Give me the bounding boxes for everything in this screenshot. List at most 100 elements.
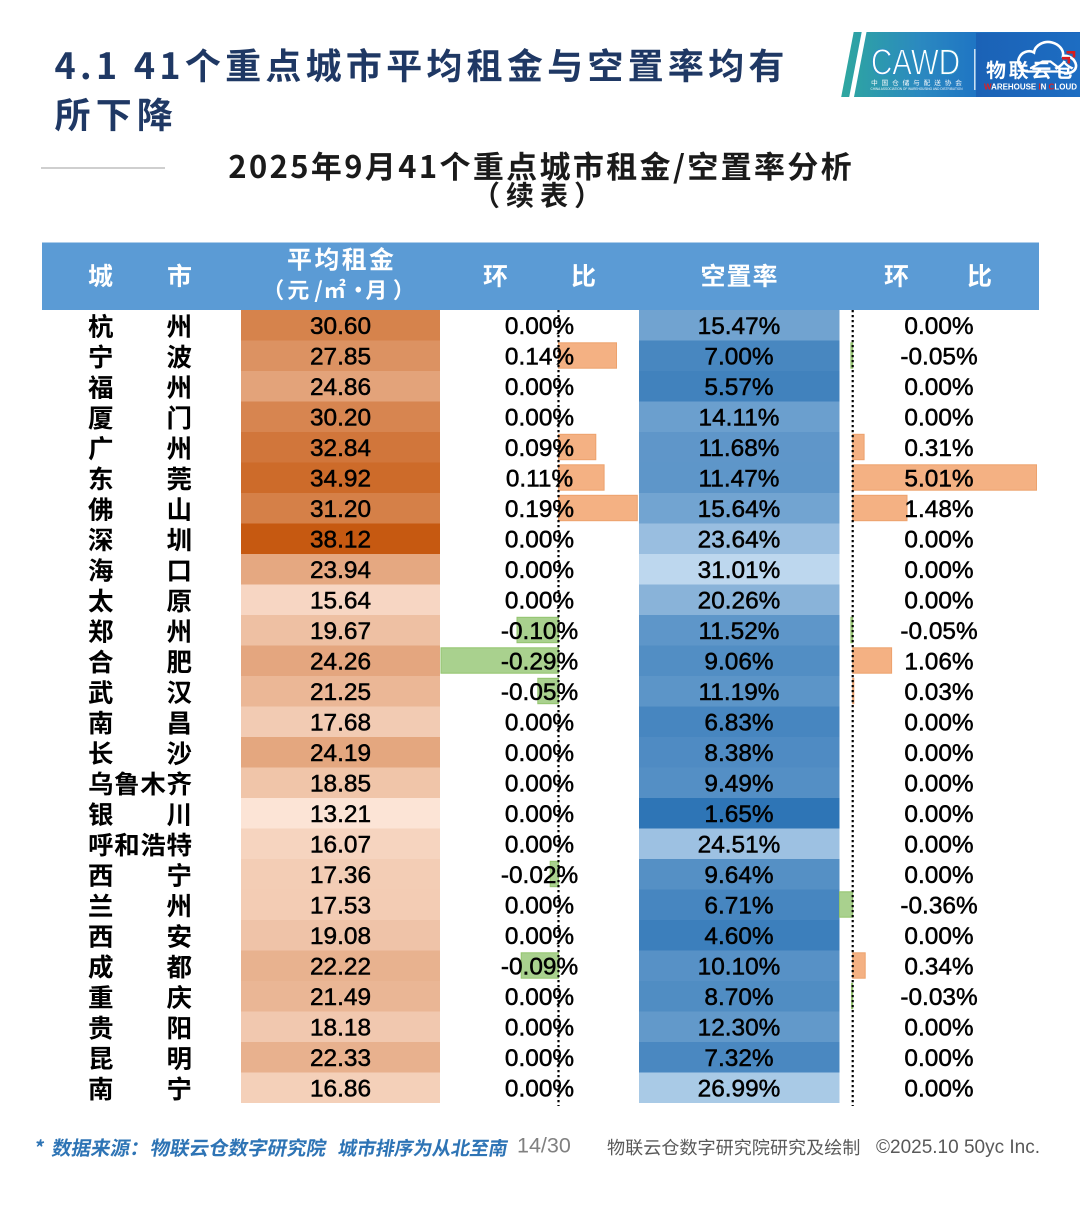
svg-text:0.14%: 0.14% [505,343,574,370]
svg-text:5.57%: 5.57% [704,374,773,401]
svg-text:-0.05%: -0.05% [501,679,578,706]
svg-text:0.03%: 0.03% [904,679,973,706]
svg-text:0.00%: 0.00% [904,1014,973,1041]
svg-text:32.84: 32.84 [310,435,371,462]
svg-text:-0.09%: -0.09% [501,953,578,980]
svg-text:1.48%: 1.48% [904,496,973,523]
svg-text:0.00%: 0.00% [505,984,574,1011]
svg-text:14.11%: 14.11% [699,404,780,431]
svg-text:0.11%: 0.11% [506,465,573,492]
svg-text:13.21: 13.21 [310,801,371,828]
svg-text:0.00%: 0.00% [505,557,574,584]
svg-text:19.08: 19.08 [310,923,371,950]
svg-text:18.85: 18.85 [310,770,371,797]
svg-text:0.00%: 0.00% [505,1075,574,1102]
svg-text:0.00%: 0.00% [904,374,973,401]
svg-text:0.00%: 0.00% [904,1075,973,1102]
svg-text:22.33: 22.33 [310,1045,371,1072]
svg-text:17.53: 17.53 [310,892,371,919]
svg-text:0.00%: 0.00% [904,862,973,889]
svg-text:0.00%: 0.00% [505,923,574,950]
svg-text:0.34%: 0.34% [904,953,973,980]
svg-text:0.00%: 0.00% [904,740,973,767]
svg-text:0.00%: 0.00% [505,587,574,614]
svg-text:©2025.10 50yc Inc.: ©2025.10 50yc Inc. [876,1137,1040,1158]
svg-text:12.30%: 12.30% [698,1014,781,1041]
svg-text:9.64%: 9.64% [704,862,773,889]
svg-text:WAREHOUSE IN CLOUD: WAREHOUSE IN CLOUD [984,82,1077,92]
svg-text:16.86: 16.86 [310,1075,371,1102]
svg-text:24.26: 24.26 [310,648,371,675]
svg-text:19.67: 19.67 [310,618,371,645]
svg-text:0.00%: 0.00% [505,526,574,553]
svg-text:8.70%: 8.70% [704,984,773,1011]
svg-text:1.06%: 1.06% [904,648,973,675]
svg-text:34.92: 34.92 [310,465,371,492]
svg-text:9.06%: 9.06% [704,648,773,675]
svg-text:0.19%: 0.19% [505,496,574,523]
svg-text:5.01%: 5.01% [904,465,973,492]
svg-text:15.47%: 15.47% [698,313,781,340]
svg-text:0.00%: 0.00% [904,587,973,614]
svg-text:15.64%: 15.64% [698,496,781,523]
svg-text:15.64: 15.64 [310,587,371,614]
svg-text:0.00%: 0.00% [904,770,973,797]
svg-text:0.00%: 0.00% [904,923,973,950]
svg-text:21.25: 21.25 [310,679,371,706]
svg-text:0.00%: 0.00% [505,1014,574,1041]
svg-text:0.00%: 0.00% [904,709,973,736]
svg-text:22.22: 22.22 [310,953,371,980]
svg-text:0.00%: 0.00% [505,770,574,797]
svg-text:-0.36%: -0.36% [900,892,977,919]
svg-text:24.51%: 24.51% [698,831,781,858]
svg-text:0.00%: 0.00% [505,801,574,828]
svg-text:0.00%: 0.00% [505,740,574,767]
svg-text:0.09%: 0.09% [505,435,574,462]
svg-text:24.19: 24.19 [310,740,371,767]
svg-text:11.52%: 11.52% [699,618,780,645]
svg-text:0.00%: 0.00% [904,831,973,858]
svg-text:0.00%: 0.00% [505,404,574,431]
svg-text:-0.02%: -0.02% [501,862,578,889]
svg-text:0.00%: 0.00% [904,526,973,553]
svg-text:-0.05%: -0.05% [900,343,977,370]
svg-text:0.31%: 0.31% [904,435,973,462]
svg-text:0.00%: 0.00% [505,374,574,401]
svg-text:8.38%: 8.38% [704,740,773,767]
svg-text:30.20: 30.20 [310,404,371,431]
svg-text:1.65%: 1.65% [704,801,773,828]
svg-text:0.00%: 0.00% [904,801,973,828]
svg-text:0.00%: 0.00% [505,831,574,858]
svg-text:0.00%: 0.00% [904,557,973,584]
svg-text:9.49%: 9.49% [704,770,773,797]
svg-text:27.85: 27.85 [310,343,371,370]
svg-text:38.12: 38.12 [310,526,371,553]
svg-text:7.00%: 7.00% [704,343,773,370]
svg-text:-0.05%: -0.05% [900,618,977,645]
svg-text:0.00%: 0.00% [505,313,574,340]
svg-text:-0.29%: -0.29% [501,648,578,675]
svg-text:0.00%: 0.00% [904,313,973,340]
svg-text:11.19%: 11.19% [699,679,780,706]
svg-text:7.32%: 7.32% [704,1045,773,1072]
svg-text:CAWD: CAWD [871,42,960,83]
svg-text:0.00%: 0.00% [505,1045,574,1072]
svg-text:23.94: 23.94 [310,557,371,584]
svg-text:11.68%: 11.68% [699,435,780,462]
svg-text:17.68: 17.68 [310,709,371,736]
svg-text:0.00%: 0.00% [505,709,574,736]
svg-text:10.10%: 10.10% [698,953,781,980]
svg-text:23.64%: 23.64% [698,526,781,553]
svg-text:11.47%: 11.47% [699,465,780,492]
svg-text:0.00%: 0.00% [904,404,973,431]
svg-text:6.71%: 6.71% [704,892,773,919]
svg-text:17.36: 17.36 [310,862,371,889]
svg-text:20.26%: 20.26% [698,587,781,614]
svg-text:-0.03%: -0.03% [900,984,977,1011]
svg-text:30.60: 30.60 [310,313,371,340]
svg-text:26.99%: 26.99% [698,1075,781,1102]
svg-text:31.01%: 31.01% [698,557,781,584]
svg-text:4.60%: 4.60% [704,923,773,950]
svg-text:21.49: 21.49 [310,984,371,1011]
svg-text:14/30: 14/30 [517,1134,571,1158]
